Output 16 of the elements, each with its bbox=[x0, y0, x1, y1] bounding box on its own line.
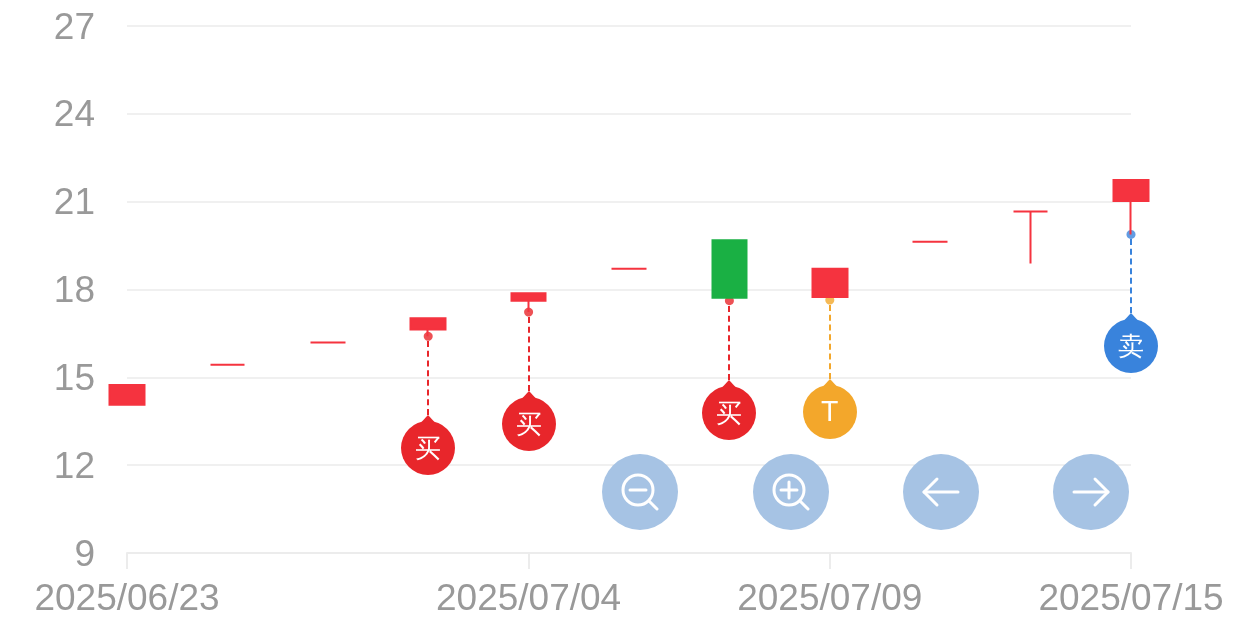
legend-label: 卖 bbox=[1117, 330, 1145, 363]
y-tick-label: 27 bbox=[53, 5, 95, 47]
y-tick-label: 15 bbox=[53, 356, 95, 398]
legend-label: T bbox=[820, 396, 839, 429]
text: 买 bbox=[415, 433, 442, 464]
y-tick-label: 18 bbox=[53, 269, 95, 310]
y-tick-label: 21 bbox=[53, 181, 95, 223]
x-tick-label: 2025/07/04 bbox=[436, 577, 622, 618]
x-tick-label: 2025/07/09 bbox=[737, 577, 923, 618]
text: 买 bbox=[515, 409, 542, 440]
x-tick-label: 2025/06/23 bbox=[34, 577, 220, 618]
y-tick-label: 9 bbox=[74, 532, 95, 574]
y-tick-label: 24 bbox=[53, 93, 95, 135]
y-tick-label: 12 bbox=[53, 444, 95, 486]
legend-label: 买 bbox=[715, 396, 744, 429]
x-tick-label: 2025/07/15 bbox=[1038, 577, 1224, 618]
